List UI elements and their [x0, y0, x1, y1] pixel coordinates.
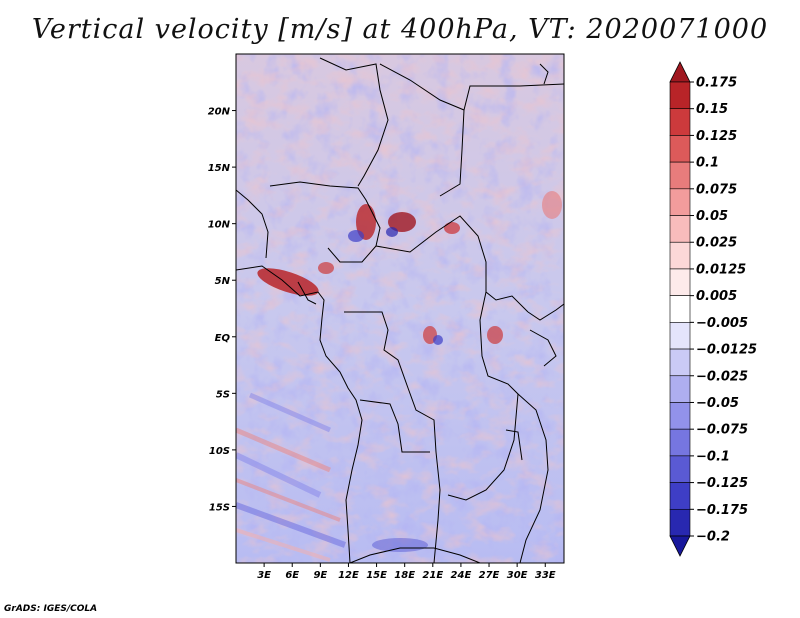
- colorbar-label: −0.025: [696, 369, 748, 384]
- colorbar-top-arrow: [669, 61, 691, 83]
- colorbar-swatch: [669, 375, 691, 403]
- lon-tick-label: 6E: [285, 570, 299, 581]
- footer-credit: GrADS: IGES/COLA: [4, 604, 98, 614]
- colorbar-label: −0.175: [696, 503, 748, 518]
- colorbar-label: 0.075: [696, 182, 737, 197]
- lon-tick-label: 27E: [479, 570, 500, 581]
- lat-tick-label: 10N: [208, 220, 231, 231]
- lon-tick-label: 18E: [394, 570, 415, 581]
- lon-tick-label: 24E: [451, 570, 472, 581]
- colorbar-label: −0.0125: [696, 343, 757, 358]
- colorbar-swatch: [669, 482, 691, 510]
- lat-tick-label: 10S: [209, 446, 230, 457]
- colorbar-label: −0.05: [696, 396, 739, 411]
- lon-tick-label: 12E: [338, 570, 359, 581]
- colorbar-swatch: [669, 295, 691, 323]
- lat-tick-label: 5S: [216, 389, 230, 400]
- colorbar-swatch: [669, 135, 691, 163]
- colorbar-swatch: [669, 241, 691, 270]
- colorbar-swatch: [669, 322, 691, 350]
- lon-tick-label: 3E: [257, 570, 271, 581]
- country-borders: [236, 57, 564, 563]
- map-axes: 20N 15N 10N 5N EQ 5S 10S 15S 3E 6E 9E 12E 15E 18E 21E 2…: [208, 107, 556, 581]
- colorbar-label: 0.025: [696, 236, 737, 251]
- colorbar-swatch: [669, 81, 691, 110]
- lon-tick-label: 33E: [535, 570, 556, 581]
- colorbar-swatch: [669, 428, 691, 457]
- colorbar-swatch: [669, 508, 691, 537]
- strong-updraft-cells: [257, 191, 562, 344]
- strong-downdraft-cells: [348, 227, 443, 552]
- colorbar: 0.175 0.15 0.125 0.1 0.075 0.05 0.025 0.0125 0.0…: [669, 61, 757, 557]
- colorbar-label: 0.1: [696, 156, 719, 171]
- lat-tick-label: 15S: [209, 502, 230, 513]
- colorbar-swatch: [669, 348, 691, 377]
- vertical-velocity-field: [236, 54, 564, 563]
- colorbar-label: −0.125: [696, 476, 748, 491]
- southwest-bands: [236, 392, 347, 562]
- colorbar-swatch: [669, 402, 691, 430]
- colorbar-label: 0.125: [696, 129, 737, 144]
- colorbar-label: 0.15: [696, 102, 728, 117]
- lon-tick-label: 9E: [313, 570, 327, 581]
- colorbar-swatch: [669, 161, 691, 190]
- lat-tick-label: 5N: [215, 276, 231, 287]
- colorbar-label: −0.075: [696, 423, 748, 438]
- lat-tick-label: 20N: [208, 107, 231, 118]
- colorbar-label: 0.05: [696, 209, 728, 224]
- lat-tick-label: 15N: [208, 163, 231, 174]
- colorbar-label: 0.0125: [696, 262, 746, 277]
- colorbar-swatch: [669, 215, 691, 243]
- colorbar-bottom-arrow: [669, 535, 691, 557]
- lon-tick-label: 30E: [507, 570, 528, 581]
- lon-tick-label: 21E: [422, 570, 443, 581]
- colorbar-swatch: [669, 108, 691, 136]
- colorbar-swatch: [669, 188, 691, 216]
- field-ascending-noise: [236, 54, 564, 563]
- colorbar-label: 0.175: [696, 76, 737, 91]
- colorbar-swatch: [669, 455, 691, 483]
- colorbar-label: −0.1: [696, 449, 730, 464]
- colorbar-swatch: [669, 268, 691, 296]
- colorbar-label: −0.005: [696, 316, 748, 331]
- chart-title: Vertical velocity [m/s] at 400hPa, VT: 2…: [31, 14, 769, 45]
- map-frame: [235, 53, 565, 564]
- colorbar-label: 0.005: [696, 289, 737, 304]
- colorbar-label: −0.2: [696, 530, 730, 545]
- lat-tick-label: EQ: [215, 333, 231, 344]
- lon-tick-label: 15E: [366, 570, 387, 581]
